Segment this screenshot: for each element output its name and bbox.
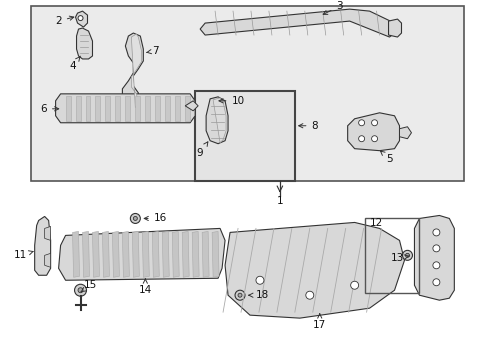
Bar	[31, 6, 463, 181]
Circle shape	[255, 276, 264, 284]
Text: 10: 10	[219, 96, 244, 106]
Polygon shape	[347, 113, 399, 151]
Polygon shape	[75, 96, 81, 121]
Polygon shape	[82, 231, 89, 277]
Circle shape	[432, 279, 439, 286]
Polygon shape	[105, 96, 110, 121]
Polygon shape	[92, 231, 99, 277]
Polygon shape	[192, 231, 199, 277]
Circle shape	[432, 245, 439, 252]
Circle shape	[371, 120, 377, 126]
Polygon shape	[224, 222, 404, 318]
Polygon shape	[145, 96, 150, 121]
Circle shape	[405, 253, 408, 257]
Polygon shape	[185, 96, 190, 121]
Polygon shape	[414, 216, 453, 300]
Circle shape	[78, 288, 83, 293]
Polygon shape	[77, 28, 92, 59]
Polygon shape	[132, 231, 139, 277]
Circle shape	[371, 136, 377, 142]
Polygon shape	[172, 231, 179, 277]
Polygon shape	[182, 231, 189, 277]
Polygon shape	[112, 231, 119, 277]
Text: 18: 18	[248, 290, 268, 300]
Circle shape	[133, 216, 137, 220]
Polygon shape	[85, 96, 90, 121]
Text: 8: 8	[298, 121, 317, 131]
Polygon shape	[56, 94, 195, 123]
Polygon shape	[212, 231, 219, 277]
Polygon shape	[125, 96, 130, 121]
Polygon shape	[115, 96, 120, 121]
Text: 12: 12	[369, 219, 382, 229]
Polygon shape	[152, 231, 159, 277]
Text: 11: 11	[14, 250, 33, 260]
Polygon shape	[102, 231, 109, 277]
Text: 5: 5	[380, 151, 392, 164]
Polygon shape	[200, 9, 394, 37]
Text: 1: 1	[276, 195, 283, 206]
Polygon shape	[122, 231, 129, 277]
Polygon shape	[72, 231, 80, 277]
Polygon shape	[142, 231, 149, 277]
Polygon shape	[202, 231, 209, 277]
Polygon shape	[388, 19, 401, 37]
Polygon shape	[135, 96, 140, 121]
Polygon shape	[162, 231, 169, 277]
Polygon shape	[95, 96, 100, 121]
Polygon shape	[165, 96, 170, 121]
Text: 7: 7	[146, 46, 158, 56]
Text: 16: 16	[144, 213, 166, 224]
Text: 3: 3	[323, 1, 342, 14]
Polygon shape	[155, 96, 160, 121]
Polygon shape	[185, 101, 198, 111]
Circle shape	[78, 15, 83, 21]
Circle shape	[402, 250, 411, 260]
Circle shape	[432, 229, 439, 236]
Polygon shape	[131, 34, 141, 108]
Text: 9: 9	[197, 142, 207, 158]
Bar	[195, 91, 294, 181]
Polygon shape	[75, 11, 87, 27]
Bar	[364, 219, 419, 293]
Circle shape	[305, 291, 313, 299]
Polygon shape	[122, 33, 143, 111]
Circle shape	[235, 290, 244, 300]
Circle shape	[130, 213, 140, 224]
Circle shape	[350, 281, 358, 289]
Polygon shape	[65, 96, 70, 121]
Text: 17: 17	[312, 314, 325, 330]
Circle shape	[238, 293, 242, 297]
Circle shape	[358, 120, 364, 126]
Circle shape	[74, 284, 86, 296]
Text: 4: 4	[69, 56, 80, 71]
Polygon shape	[35, 216, 51, 275]
Polygon shape	[175, 96, 180, 121]
Text: 2: 2	[55, 16, 74, 26]
Text: 14: 14	[139, 279, 152, 295]
Polygon shape	[399, 127, 410, 139]
Circle shape	[432, 262, 439, 269]
Polygon shape	[44, 226, 51, 240]
Polygon shape	[44, 253, 51, 267]
Polygon shape	[206, 97, 227, 144]
Text: 6: 6	[40, 104, 59, 114]
Text: 15: 15	[81, 280, 97, 292]
Polygon shape	[213, 98, 225, 143]
Polygon shape	[59, 229, 224, 280]
Circle shape	[358, 136, 364, 142]
Text: 13: 13	[390, 253, 409, 263]
